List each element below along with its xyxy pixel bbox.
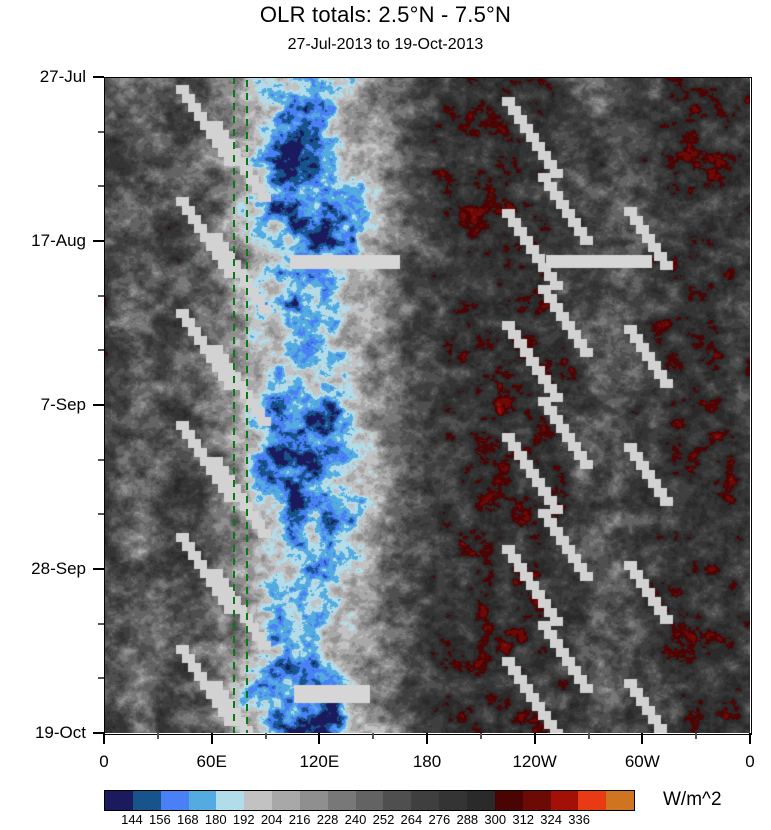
x-tick-label: 0 (99, 752, 109, 771)
hovmoller-plot-area[interactable] (104, 77, 750, 733)
page-title: OLR totals: 2.5°N - 7.5°N (259, 2, 512, 27)
y-tick-label: 7-Sep (40, 395, 86, 414)
colorbar-swatch[interactable] (606, 791, 635, 810)
colorbar-swatch[interactable] (299, 791, 328, 810)
colorbar-tick-label: 276 (428, 812, 451, 827)
colorbar-tick-label: 324 (540, 812, 563, 827)
colorbar-unit-label: W/m^2 (663, 789, 722, 810)
x-tick-minor (587, 733, 590, 739)
colorbar-swatch[interactable] (411, 791, 440, 810)
colorbar-tick-label: 264 (400, 812, 423, 827)
colorbar-tick-label: 216 (288, 812, 311, 827)
colorbar-tick-label: 300 (484, 812, 507, 827)
colorbar-swatch[interactable] (522, 791, 551, 810)
colorbar-tick-label: 312 (512, 812, 535, 827)
colorbar-swatch[interactable] (216, 791, 245, 810)
colorbar-swatch[interactable] (578, 791, 607, 810)
colorbar-swatch[interactable] (327, 791, 356, 810)
y-tick-minor (98, 294, 104, 297)
y-tick-major (93, 732, 104, 734)
colorbar-swatch[interactable] (132, 791, 161, 810)
x-tick-major (533, 733, 536, 744)
y-tick-minor (98, 458, 104, 461)
colorbar-swatch[interactable] (466, 791, 495, 810)
colorbar-tick-label: 288 (456, 812, 479, 827)
colorbar-swatch[interactable] (383, 791, 412, 810)
x-tick-label: 120E (299, 752, 340, 771)
y-tick-label: 28-Sep (31, 559, 86, 578)
y-tick-minor (98, 513, 104, 516)
colorbar-tick-label: 180 (204, 812, 227, 827)
colorbar-tick-label: 204 (260, 812, 283, 827)
x-tick-minor (156, 733, 159, 739)
colorbar-swatch[interactable] (105, 791, 133, 810)
colorbar-swatch[interactable] (494, 791, 523, 810)
colorbar-tick-label: 168 (176, 812, 199, 827)
colorbar-swatch[interactable] (355, 791, 384, 810)
x-tick-label: 60W (624, 752, 660, 771)
x-tick-minor (479, 733, 482, 739)
x-tick-major (426, 733, 428, 744)
colorbar-swatch[interactable] (188, 791, 217, 810)
y-tick-label: 19-Oct (34, 723, 86, 742)
colorbar-tick-label: 336 (568, 812, 590, 827)
x-tick-major (318, 733, 321, 744)
y-tick-minor (98, 677, 104, 680)
colorbar-tick-label: 240 (344, 812, 367, 827)
colorbar-swatch[interactable] (550, 791, 579, 810)
colorbar-tick-label: 192 (232, 812, 255, 827)
x-tick-major (749, 733, 751, 744)
colorbar-swatch[interactable] (160, 791, 189, 810)
colorbar-tick-label: 252 (372, 812, 395, 827)
x-tick-minor (695, 733, 698, 739)
y-tick-label: 17-Aug (31, 231, 86, 250)
x-tick-minor (372, 733, 375, 739)
colorbar-tick-label: 144 (121, 812, 143, 827)
page-subtitle: 27-Jul-2013 to 19-Oct-2013 (287, 36, 484, 53)
x-tick-major (641, 733, 644, 744)
y-tick-label: 27-Jul (39, 67, 86, 86)
reference-line-79e (246, 77, 248, 733)
x-tick-minor (264, 733, 267, 739)
y-tick-minor (98, 349, 104, 352)
colorbar-tick-label: 156 (149, 812, 171, 827)
y-tick-minor (98, 185, 104, 188)
x-tick-major (210, 733, 213, 744)
y-tick-major (93, 76, 104, 78)
colorbar[interactable] (104, 790, 635, 811)
x-tick-label: 0 (745, 752, 755, 771)
x-tick-label: 60E (196, 752, 227, 771)
colorbar-swatch[interactable] (244, 791, 273, 810)
olr-heatmap-canvas (104, 77, 750, 733)
x-tick-label: 180 (412, 752, 442, 771)
y-tick-major (93, 240, 104, 242)
x-tick-major (103, 733, 105, 744)
y-tick-major (93, 568, 104, 570)
y-tick-minor (98, 622, 104, 625)
reference-line-72e (233, 77, 235, 733)
colorbar-swatch[interactable] (272, 791, 300, 810)
colorbar-swatch[interactable] (439, 791, 467, 810)
colorbar-tick-label: 228 (316, 812, 339, 827)
y-tick-major (93, 404, 104, 406)
y-tick-minor (98, 130, 104, 133)
colorbar-tick-labels: 144 156 168 180 192 204 216 228 240 252 264 276 288 3… (104, 812, 635, 828)
x-tick-label: 120W (512, 752, 557, 771)
